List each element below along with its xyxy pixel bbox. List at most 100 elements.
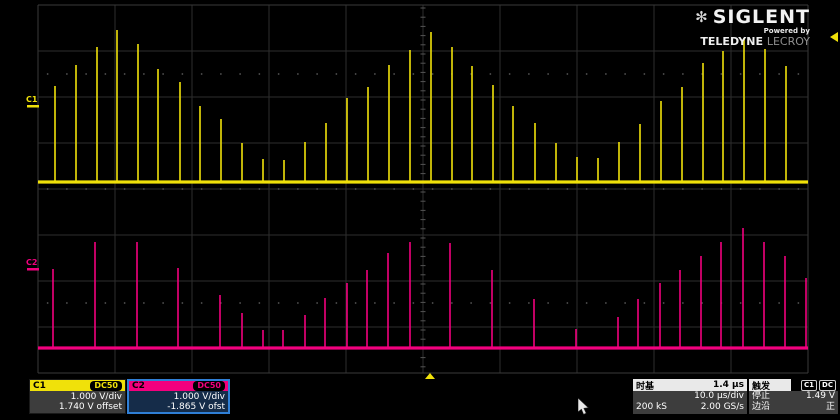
grid-dot bbox=[219, 73, 222, 75]
grid-dot bbox=[547, 188, 550, 190]
grid-dot bbox=[162, 302, 165, 304]
grid-dot bbox=[489, 302, 492, 304]
grid-dot bbox=[662, 302, 665, 304]
grid-dot bbox=[296, 73, 299, 75]
timebase-samplerate: 2.00 GS/s bbox=[700, 401, 744, 412]
grid-dot bbox=[681, 73, 684, 75]
lecroy-text: LECROY bbox=[766, 35, 810, 48]
powered-by-text: Powered by bbox=[763, 27, 810, 35]
grid-dot bbox=[412, 73, 415, 75]
c1-zero-marker: C1 bbox=[26, 95, 38, 104]
timebase-delay: 1.4 µs bbox=[712, 380, 744, 390]
grid-dot bbox=[393, 73, 396, 75]
grid-dot bbox=[296, 302, 299, 304]
grid-dot bbox=[585, 188, 588, 190]
grid-dot bbox=[431, 73, 434, 75]
grid-dot bbox=[277, 188, 280, 190]
grid-dot bbox=[354, 73, 357, 75]
channel2-descriptor-box[interactable]: C2 DC50 1.000 V/div -1.865 V ofst bbox=[127, 379, 230, 414]
channel2-label: C2 bbox=[132, 381, 145, 391]
grid-dot bbox=[797, 302, 800, 304]
grid-dot bbox=[624, 302, 627, 304]
grid-dot bbox=[181, 188, 184, 190]
c1-zero-marker-bar bbox=[27, 105, 39, 108]
grid-dot bbox=[758, 188, 761, 190]
grid-dot bbox=[585, 73, 588, 75]
grid-dot bbox=[335, 73, 338, 75]
grid-dot bbox=[181, 73, 184, 75]
grid-dot bbox=[123, 302, 126, 304]
grid-dot bbox=[162, 73, 165, 75]
grid-dot bbox=[200, 302, 203, 304]
grid-dot bbox=[470, 302, 473, 304]
grid-dot bbox=[239, 73, 242, 75]
grid-dot bbox=[296, 188, 299, 190]
grid-dot bbox=[778, 188, 781, 190]
channel1-vdiv: 1.000 V/div bbox=[70, 392, 122, 402]
timebase-tdiv: 10.0 µs/div bbox=[694, 391, 744, 402]
grid-dot bbox=[142, 302, 145, 304]
grid-dot bbox=[123, 188, 126, 190]
grid-dot bbox=[431, 302, 434, 304]
grid-dot bbox=[373, 302, 376, 304]
grid-dot bbox=[335, 188, 338, 190]
grid-dot bbox=[258, 302, 261, 304]
grid-dot bbox=[277, 73, 280, 75]
channel2-offset: -1.865 V ofst bbox=[167, 402, 225, 412]
grid-dot bbox=[316, 188, 319, 190]
grid-dot bbox=[604, 188, 607, 190]
grid-dot bbox=[720, 73, 723, 75]
grid-dot bbox=[316, 73, 319, 75]
siglent-spinner-icon: ✻ bbox=[695, 8, 708, 26]
timebase-points: 200 kS bbox=[636, 401, 667, 412]
grid-dot bbox=[316, 302, 319, 304]
grid-dot bbox=[85, 188, 88, 190]
trigger-slope: 正 bbox=[825, 401, 835, 412]
grid-dot bbox=[142, 73, 145, 75]
grid-dot bbox=[643, 188, 646, 190]
trigger-position-arrow-icon bbox=[425, 373, 435, 379]
grid-dot bbox=[200, 188, 203, 190]
grid-dot bbox=[739, 73, 742, 75]
c2-zero-marker: C2 bbox=[26, 258, 37, 267]
grid-dot bbox=[162, 188, 165, 190]
grid-dot bbox=[239, 302, 242, 304]
grid-dot bbox=[758, 302, 761, 304]
grid-dot bbox=[46, 188, 49, 190]
grid-dot bbox=[662, 73, 665, 75]
grid-dot bbox=[508, 302, 511, 304]
trigger-level-arrow-icon bbox=[830, 32, 838, 42]
grid-dot bbox=[104, 188, 107, 190]
grid-dot bbox=[527, 302, 530, 304]
grid-dot bbox=[585, 302, 588, 304]
channel1-descriptor-box[interactable]: C1 DC50 1.000 V/div 1.740 V offset bbox=[29, 379, 126, 414]
timebase-descriptor-box[interactable]: 时基 1.4 µs 10.0 µs/div 200 kS 2.00 GS/s bbox=[633, 379, 747, 414]
grid-dot bbox=[277, 302, 280, 304]
grid-dot bbox=[643, 302, 646, 304]
grid-dot bbox=[508, 188, 511, 190]
grid-dot bbox=[393, 302, 396, 304]
grid-dot bbox=[527, 73, 530, 75]
grid-dot bbox=[489, 188, 492, 190]
grid-dot bbox=[258, 188, 261, 190]
trigger-source-badge: C1 bbox=[801, 379, 818, 391]
trigger-descriptor-box[interactable]: 触发 C1 DC 停止 1.49 V 边沿 正 bbox=[749, 379, 838, 414]
grid-dot bbox=[739, 302, 742, 304]
trigger-level: 1.49 V bbox=[805, 391, 835, 402]
grid-dot bbox=[239, 188, 242, 190]
channel2-vdiv: 1.000 V/div bbox=[173, 392, 225, 402]
grid-dot bbox=[412, 188, 415, 190]
grid-dot bbox=[547, 73, 550, 75]
grid-dot bbox=[104, 302, 107, 304]
grid-dot bbox=[566, 302, 569, 304]
grid-dot bbox=[354, 302, 357, 304]
channel1-coupling-badge: DC50 bbox=[90, 380, 122, 391]
teledyne-text: TELEDYNE bbox=[700, 35, 763, 48]
grid-dot bbox=[450, 188, 453, 190]
trigger-status: 停止 bbox=[752, 391, 771, 402]
grid-dot bbox=[142, 188, 145, 190]
grid-dot bbox=[450, 302, 453, 304]
c2-zero-marker-bar bbox=[27, 268, 39, 271]
grid-dot bbox=[85, 302, 88, 304]
